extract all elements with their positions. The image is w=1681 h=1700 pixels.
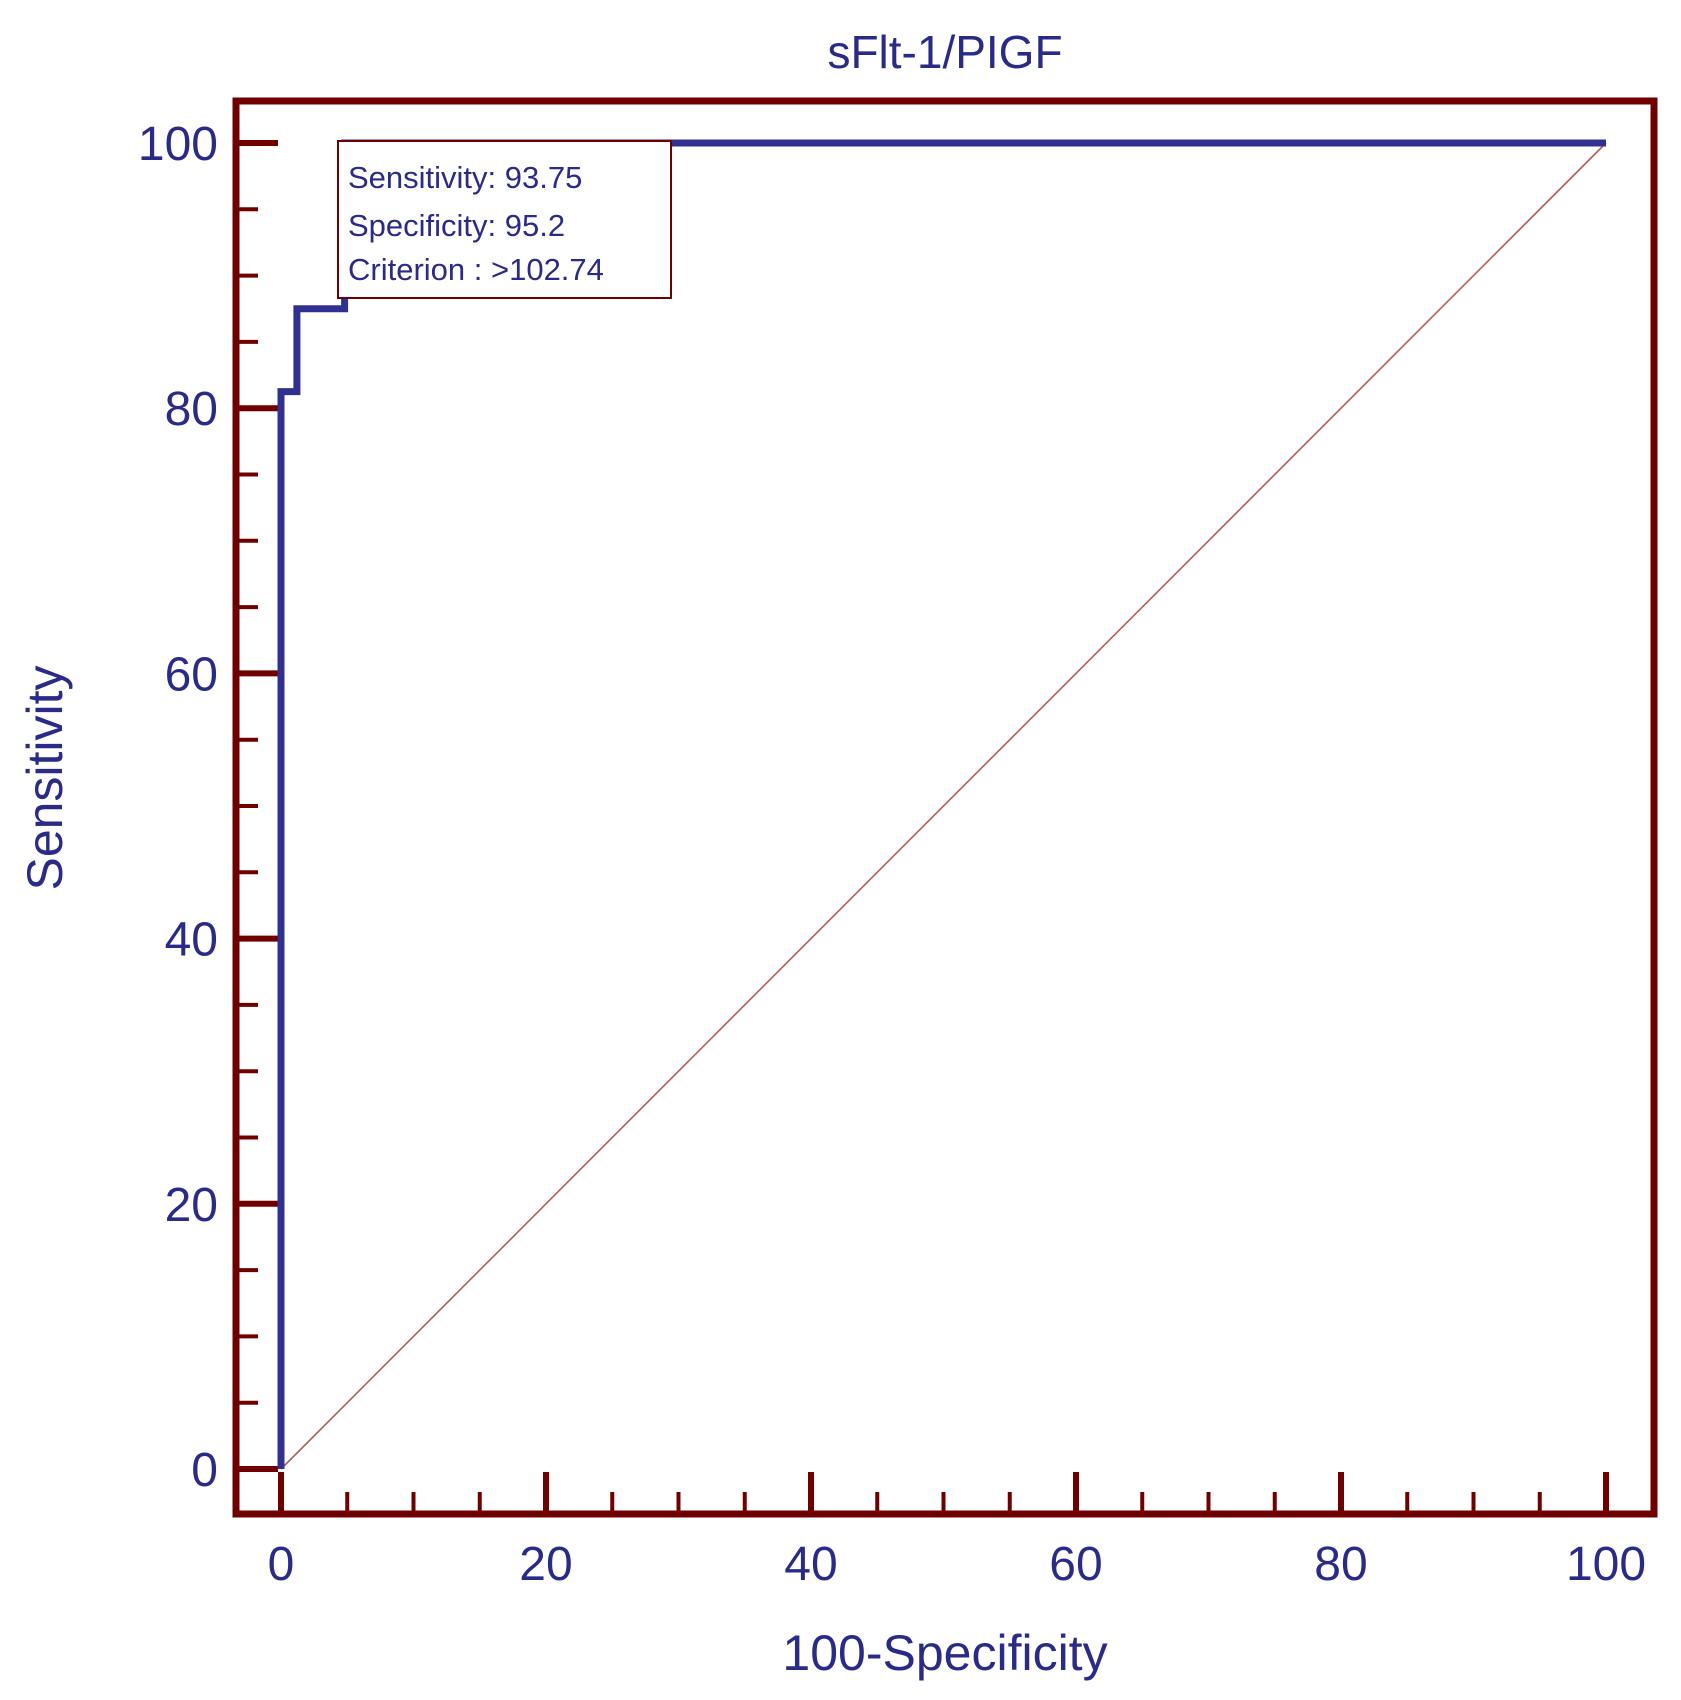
annotation-box: Sensitivity: 93.75 Specificity: 95.2 Cri… <box>337 140 672 299</box>
y-tick-label: 40 <box>165 914 218 967</box>
y-tick-label: 100 <box>138 118 218 171</box>
x-tick-label: 20 <box>519 1538 572 1591</box>
annotation-frame <box>337 140 672 299</box>
y-tick-label: 60 <box>165 648 218 701</box>
x-tick-label: 60 <box>1049 1538 1102 1591</box>
x-tick-label: 100 <box>1566 1538 1646 1591</box>
ticks-layer: 0 20 40 60 80 100 0 20 40 60 80 100 <box>138 118 1646 1591</box>
reference-diagonal-line <box>280 142 1607 1470</box>
x-tick-label: 80 <box>1314 1538 1367 1591</box>
x-tick-label: 0 <box>268 1538 295 1591</box>
y-tick-label: 80 <box>165 383 218 436</box>
series-layer <box>277 139 1607 1470</box>
y-tick-label: 0 <box>191 1444 218 1497</box>
annotation-line-criterion: Criterion : >102.74 <box>348 252 604 287</box>
chart-title: sFlt-1/PIGF <box>827 26 1062 78</box>
x-axis-label: 100-Specificity <box>782 1625 1107 1681</box>
y-tick-label: 20 <box>165 1179 218 1232</box>
plot-frame <box>232 97 1658 1518</box>
y-axis-label: Sensitivity <box>17 665 73 890</box>
x-tick-label: 40 <box>784 1538 837 1591</box>
annotation-line-sensitivity: Sensitivity: 93.75 <box>348 160 582 195</box>
annotation-line-specificity: Specificity: 95.2 <box>348 208 565 243</box>
